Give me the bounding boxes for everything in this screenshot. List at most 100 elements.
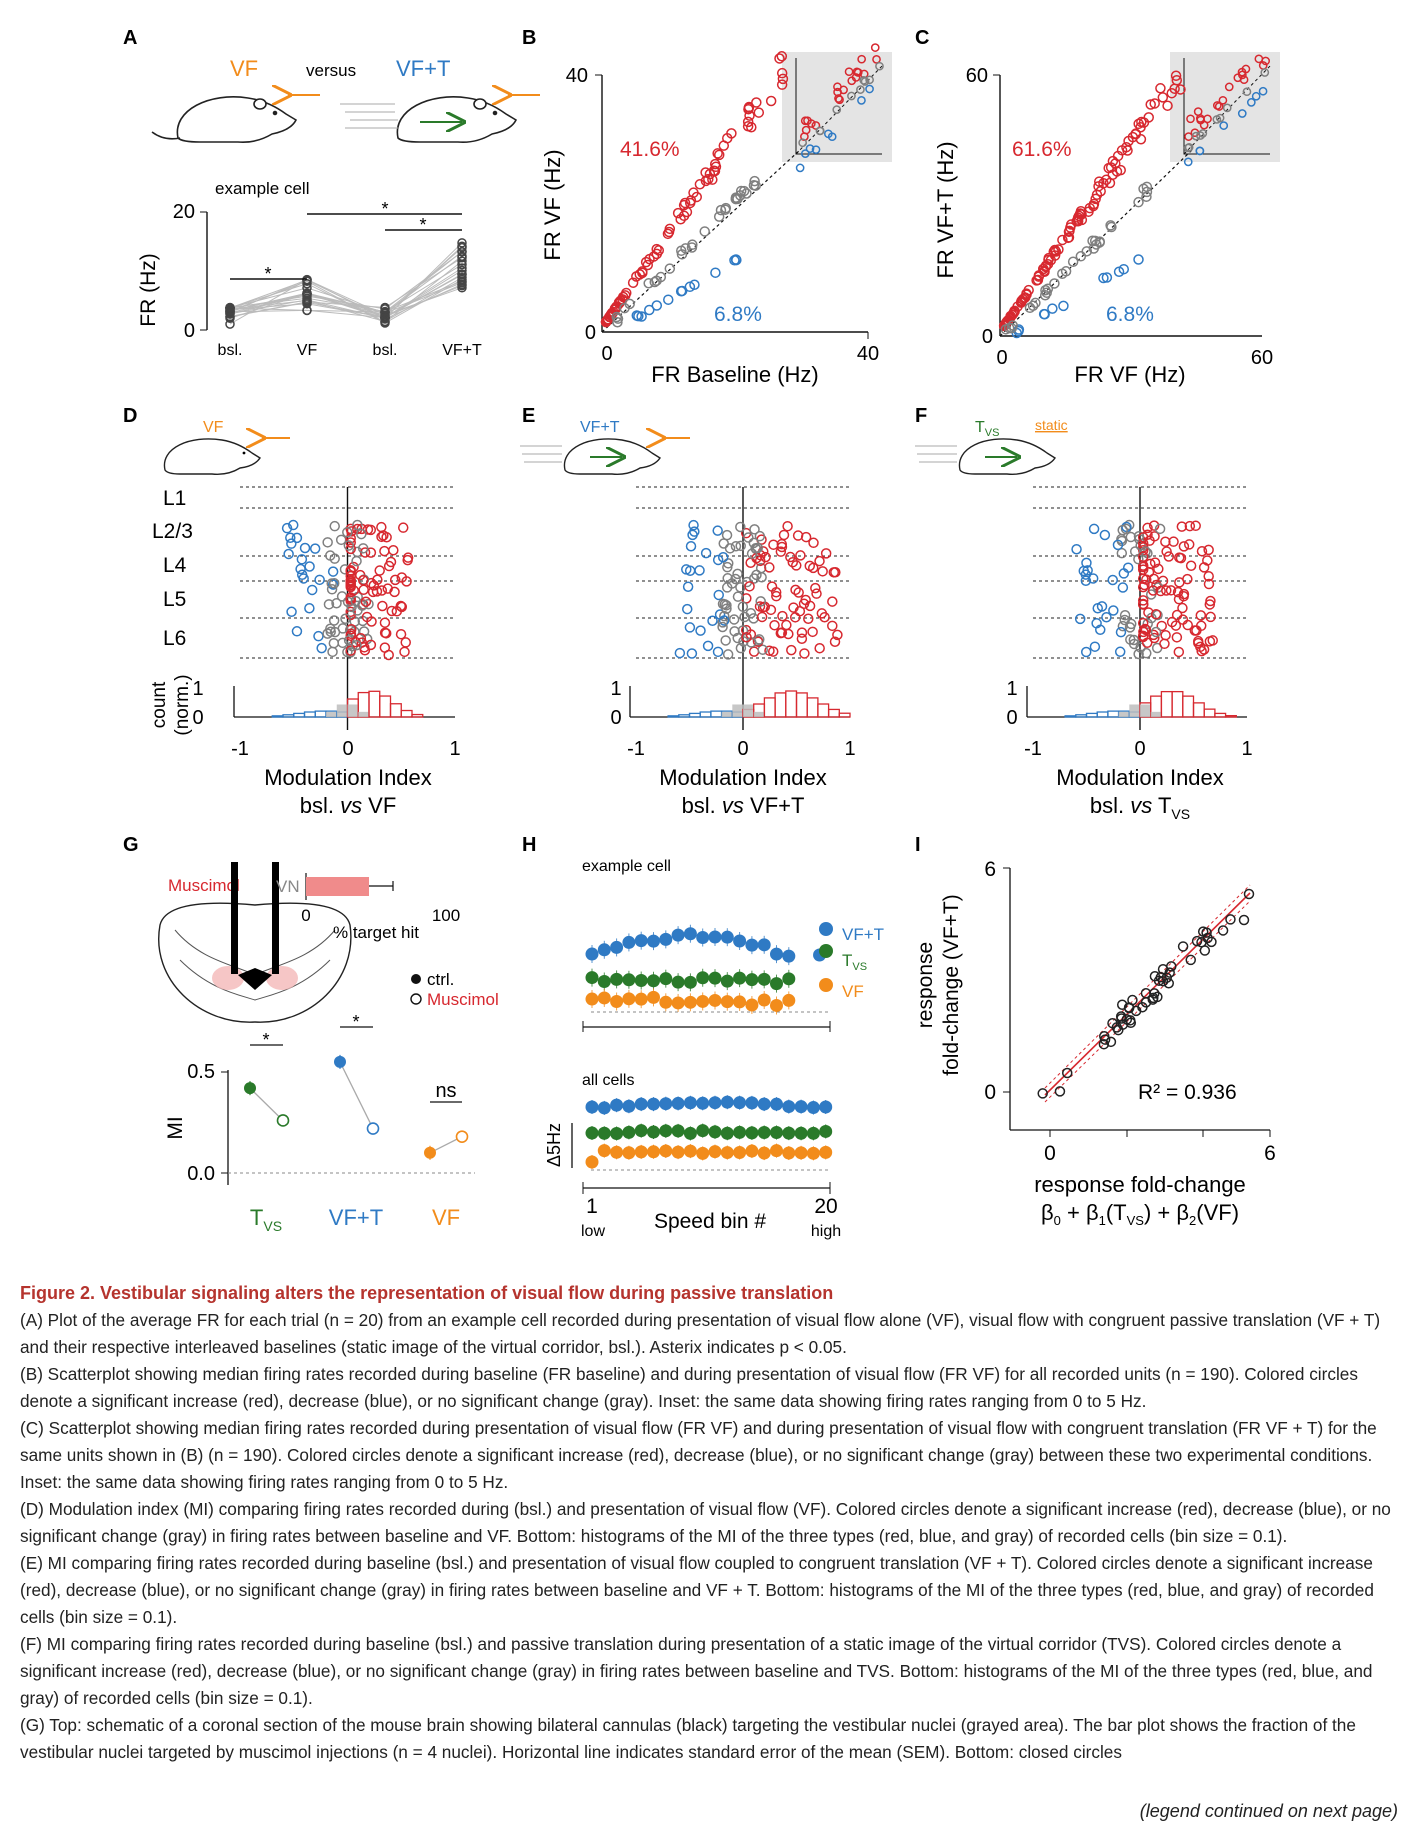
scatter-point xyxy=(1148,520,1160,531)
xtick-low: low xyxy=(581,1223,605,1240)
speed-point xyxy=(696,971,710,985)
scatter-point xyxy=(402,552,414,563)
scatter-point xyxy=(719,610,730,622)
scatter-point xyxy=(741,188,752,199)
scatter-point xyxy=(1161,972,1173,983)
scatter-point xyxy=(1183,143,1193,153)
f-subtitle: bsl. vs TVS xyxy=(1090,793,1190,822)
scatter-point xyxy=(1081,246,1093,257)
f-ytick-1: 1 xyxy=(1006,678,1017,700)
scatter-point xyxy=(340,613,351,625)
mi-ctrl-point xyxy=(334,1055,346,1068)
scatter-point xyxy=(631,310,643,321)
speed-point xyxy=(610,1126,624,1140)
scatter-point xyxy=(345,628,357,639)
histogram-bar-gray xyxy=(326,711,337,717)
scatter-point xyxy=(1193,637,1204,649)
scatter-point xyxy=(457,265,467,276)
speed-point xyxy=(683,1126,697,1140)
scatter-point xyxy=(288,519,299,531)
f-xtick-1: 1 xyxy=(1241,738,1252,760)
sig-star-2: * xyxy=(381,199,388,219)
scatter-point xyxy=(746,122,757,133)
scatter-point xyxy=(680,243,691,254)
scatter-point xyxy=(777,610,788,622)
f-xtick-neg1: -1 xyxy=(1024,738,1042,760)
scatter-point xyxy=(304,602,315,614)
speed-point xyxy=(671,996,685,1010)
scatter-point xyxy=(1173,646,1185,658)
scatter-point xyxy=(401,576,412,587)
scatter-point xyxy=(672,207,684,219)
scatter-point xyxy=(1038,308,1050,320)
scatter-point xyxy=(742,116,754,128)
f-xlabel: Modulation Index xyxy=(1056,765,1224,790)
scatter-point xyxy=(385,556,397,568)
speed-point xyxy=(782,949,796,963)
panel-label-a: A xyxy=(123,27,137,49)
ytick-0: 0 xyxy=(984,1081,996,1104)
scatter-point xyxy=(1242,87,1252,97)
scatter-point xyxy=(1119,614,1130,626)
panels-def xyxy=(233,486,1247,730)
speed-point xyxy=(770,1126,783,1140)
scatter-point xyxy=(1027,300,1039,312)
speed-point xyxy=(659,1144,673,1158)
scatter-point xyxy=(735,642,747,654)
scatter-point xyxy=(718,538,729,549)
scatter-point xyxy=(1074,613,1086,625)
scatter-point xyxy=(1218,95,1228,105)
scatter-point xyxy=(313,630,324,642)
scatter-point xyxy=(286,538,297,549)
scatter-point xyxy=(1033,270,1045,281)
scatter-point xyxy=(717,621,728,633)
scatter-point xyxy=(1054,1086,1066,1097)
speed-point xyxy=(585,947,599,961)
panel-e-stim: VF+T xyxy=(520,419,690,475)
scatter-point xyxy=(1150,626,1162,638)
bar-xtick-100: 100 xyxy=(432,906,460,925)
speed-point xyxy=(683,1096,697,1110)
speed-point xyxy=(806,1101,820,1115)
scatter-point xyxy=(291,626,303,637)
speed-point xyxy=(806,1146,820,1160)
scatter-point xyxy=(750,543,761,554)
histogram-bar-gray xyxy=(336,704,348,717)
scatter-point xyxy=(380,304,390,314)
bar-xlabel: % target hit xyxy=(333,923,419,942)
scatter-point xyxy=(1050,246,1062,257)
scatter-point xyxy=(765,95,777,107)
legend-paragraph-b: (B) Scatterplot showing median firing ra… xyxy=(20,1364,1358,1411)
scatter-point xyxy=(1053,244,1064,255)
scatter-point xyxy=(741,631,752,643)
histogram-bar xyxy=(699,711,712,718)
scatter-point xyxy=(790,612,801,623)
scatter-point xyxy=(717,552,729,563)
scatter-point xyxy=(1168,536,1179,547)
scatter-point xyxy=(771,590,782,602)
scatter-point xyxy=(743,532,754,543)
scatter-point xyxy=(1090,193,1101,205)
scatter-point xyxy=(739,611,750,623)
scatter-point xyxy=(360,596,372,607)
speed-point xyxy=(585,1126,599,1140)
mi-musc-point xyxy=(455,1130,469,1143)
scatter-point xyxy=(790,584,801,596)
scatter-point xyxy=(399,646,410,658)
speed-point xyxy=(794,1146,808,1160)
scatter-point xyxy=(391,606,403,617)
speed-point xyxy=(659,932,673,946)
speed-point xyxy=(745,1144,759,1158)
scatter-point xyxy=(1186,114,1195,124)
scatter-point xyxy=(1203,578,1215,590)
scatter-point xyxy=(322,537,333,548)
scatter-point xyxy=(376,585,388,596)
speed-bin-xlabel: Speed bin # xyxy=(654,1210,766,1233)
scatter-point xyxy=(1101,612,1112,623)
scatter-point xyxy=(644,304,655,316)
histogram-bar xyxy=(763,697,776,718)
xtick-vf: VF xyxy=(297,342,318,359)
scatter-point xyxy=(389,574,401,586)
speed-point xyxy=(757,938,771,952)
histogram-bar-gray xyxy=(347,704,359,717)
